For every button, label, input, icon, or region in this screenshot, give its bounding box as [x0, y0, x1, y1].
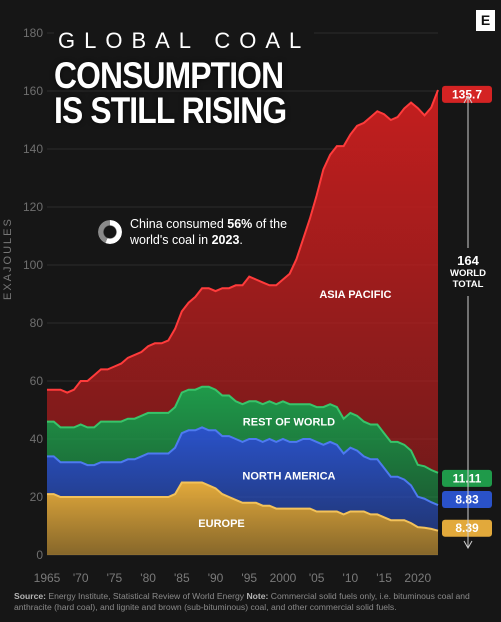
end-value-badge: [442, 519, 492, 537]
world-total-value: 164: [457, 253, 479, 268]
x-tick-label: 2000: [270, 571, 297, 585]
annotation-text: China consumed 56% of the world's coal i…: [130, 217, 288, 247]
end-value-label: 8.83: [455, 493, 479, 507]
x-tick-label: '90: [208, 571, 224, 585]
arrow-up-icon: [463, 94, 473, 104]
x-tick-label: '15: [376, 571, 392, 585]
end-value-badge: [442, 469, 492, 487]
series-label-asia-pacific: ASIA PACIFIC: [319, 289, 391, 301]
line-north-america: [47, 426, 439, 506]
x-tick-label: '95: [241, 571, 257, 585]
x-tick-label: '05: [309, 571, 325, 585]
y-tick-label: 120: [23, 200, 43, 214]
title-line-3: IS STILL RISING: [54, 90, 287, 131]
x-tick-label: '85: [174, 571, 190, 585]
world-total-label-1: WORLD: [450, 268, 486, 279]
line-europe: [47, 481, 439, 532]
world-total: 164 WORLD TOTAL: [440, 253, 496, 291]
y-tick-label: 20: [30, 490, 44, 504]
end-value-label: 8.39: [455, 521, 479, 535]
x-tick-label: 2020: [404, 571, 431, 585]
x-tick-label: '75: [107, 571, 123, 585]
area-north-america: [47, 427, 438, 531]
area-rest-of-world: [47, 386, 438, 506]
series-label-north-america: NORTH AMERICA: [242, 470, 335, 482]
x-tick-label: '10: [343, 571, 359, 585]
world-total-label-2: TOTAL: [452, 279, 484, 290]
end-value-badge: [442, 85, 492, 103]
y-tick-label: 60: [30, 374, 44, 388]
end-value-label: 135.7: [452, 87, 482, 101]
line-rest-of-world: [47, 385, 439, 474]
y-tick-label: 160: [23, 84, 43, 98]
y-axis-label: EXAJOULES: [2, 217, 14, 300]
y-tick-label: 80: [30, 316, 44, 330]
title-line-1: GLOBAL COAL: [54, 28, 315, 54]
y-tick-label: 100: [23, 258, 43, 272]
brand-logo: E: [476, 10, 495, 31]
donut-chart-icon: [98, 220, 122, 244]
y-tick-label: 40: [30, 432, 44, 446]
x-tick-label: 1965: [34, 571, 61, 585]
chart-title: GLOBAL COAL CONSUMPTION IS STILL RISING: [54, 28, 344, 131]
source-footer: Source: Energy Institute, Statistical Re…: [14, 591, 470, 612]
series-label-europe: EUROPE: [198, 518, 244, 530]
end-value-badge: [442, 491, 492, 509]
line-asia-pacific: [47, 89, 439, 394]
series-label-rest-of-world: REST OF WORLD: [243, 417, 335, 429]
title-line-2: CONSUMPTION: [54, 55, 284, 96]
area-asia-pacific: [47, 90, 438, 473]
x-tick-label: '70: [73, 571, 89, 585]
y-tick-label: 140: [23, 142, 43, 156]
x-tick-label: '80: [140, 571, 156, 585]
y-tick-label: 0: [36, 548, 43, 562]
arrow-down-icon: [463, 540, 473, 550]
end-value-label: 11.11: [453, 471, 482, 485]
china-annotation: China consumed 56% of the world's coal i…: [98, 216, 308, 248]
y-tick-label: 180: [23, 26, 43, 40]
area-europe: [47, 482, 438, 555]
